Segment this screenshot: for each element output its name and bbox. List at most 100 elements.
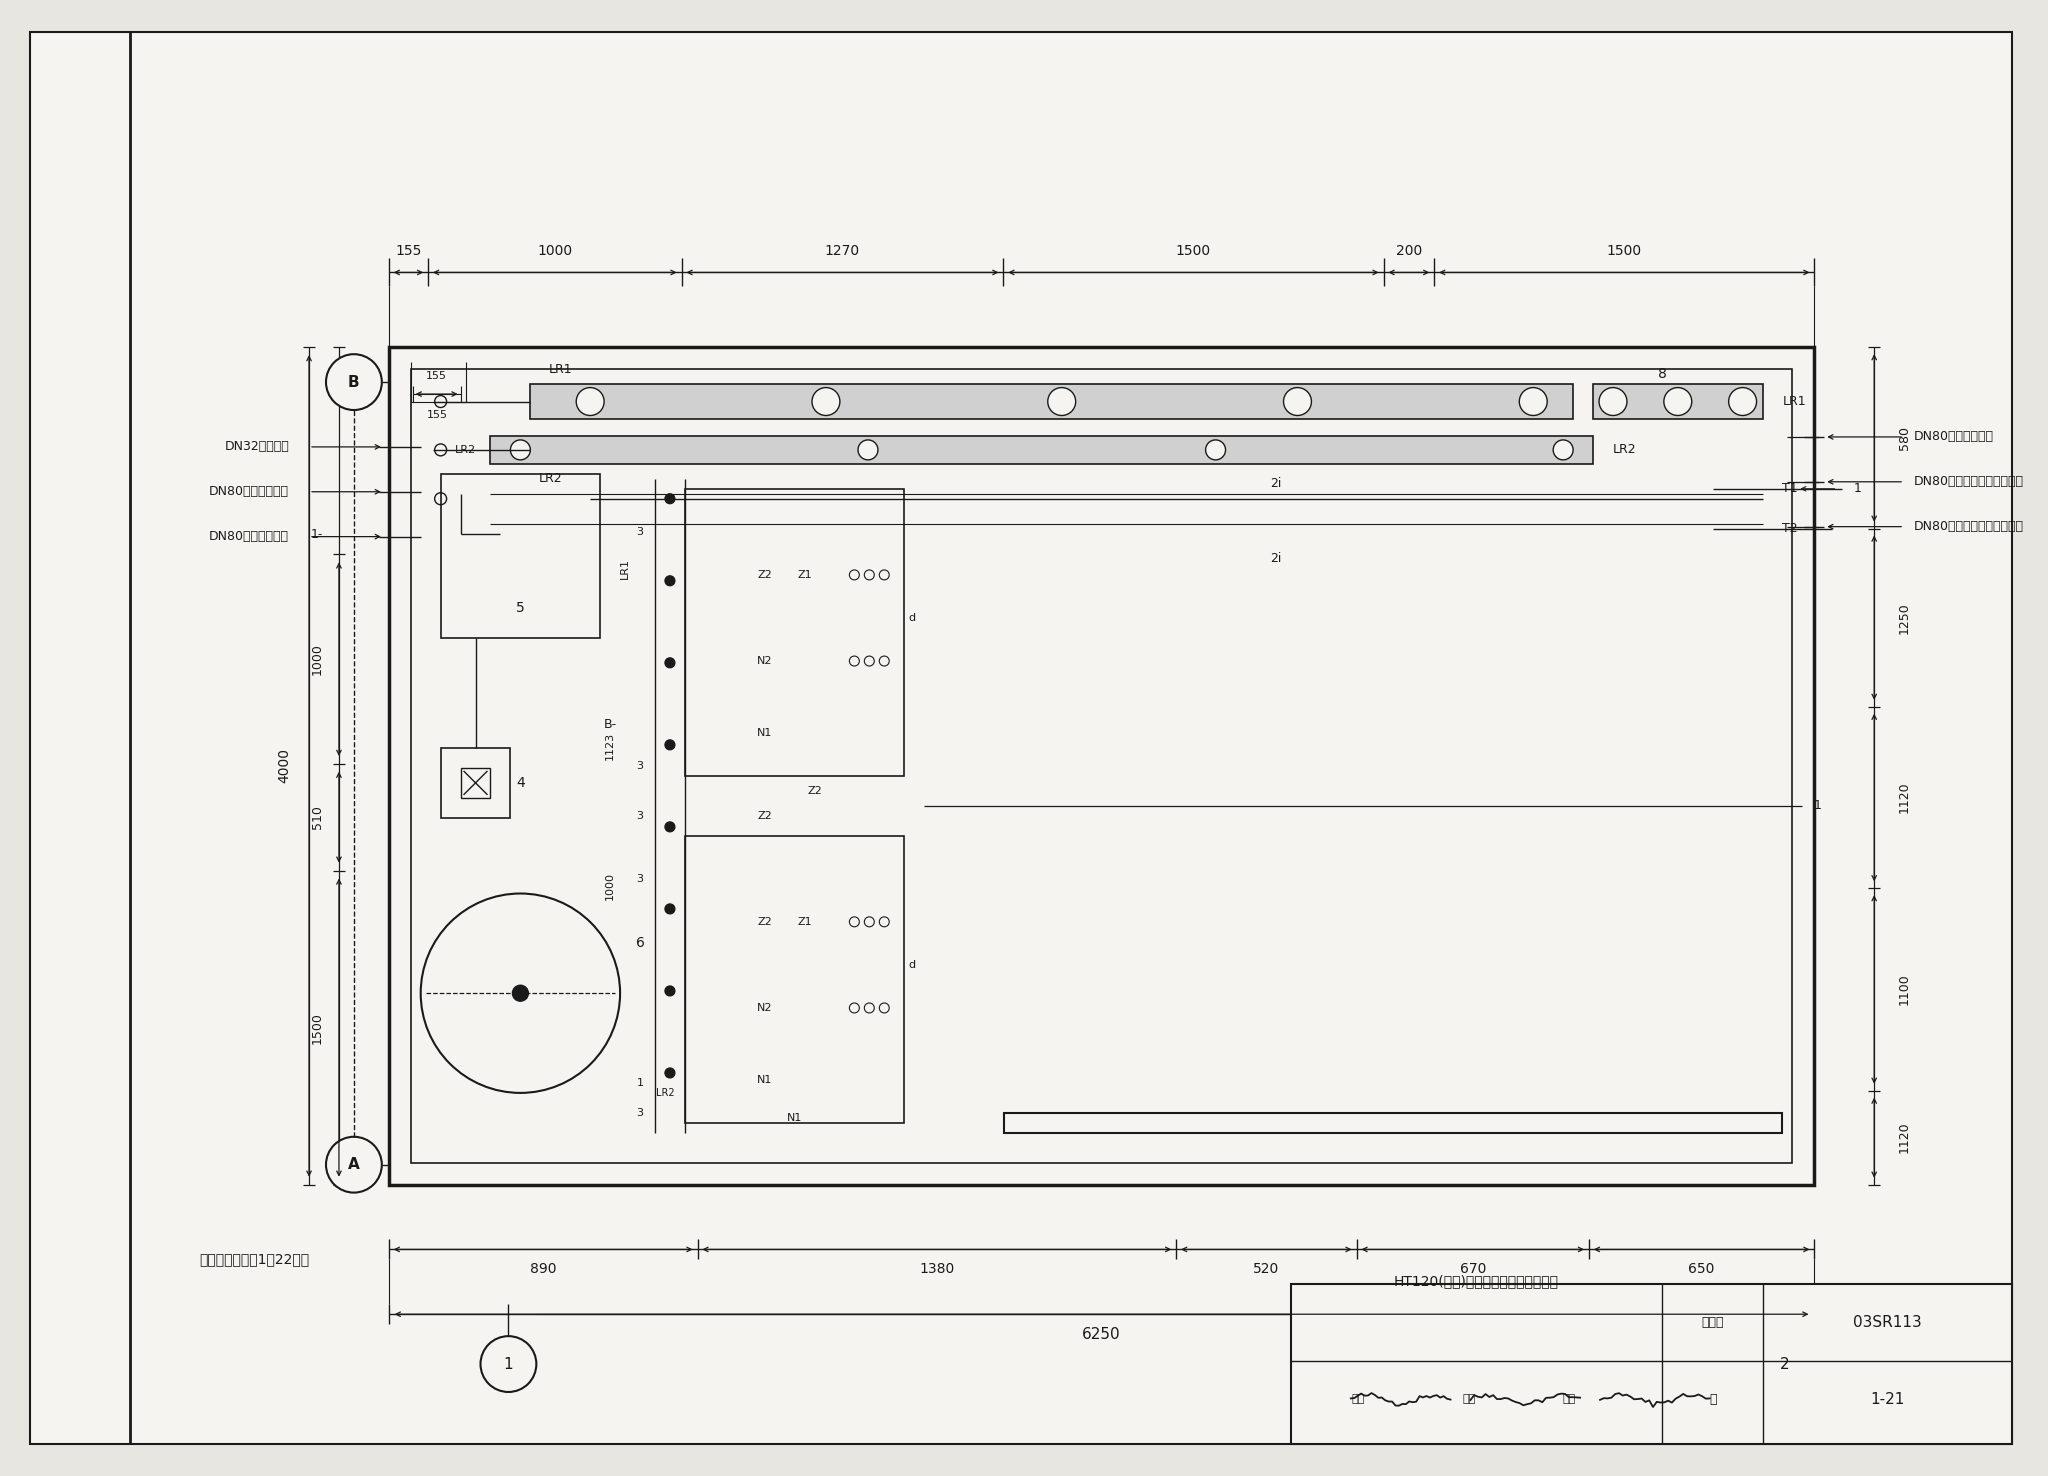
Circle shape (666, 903, 676, 914)
Circle shape (666, 576, 676, 586)
Circle shape (666, 1069, 676, 1077)
Text: 1: 1 (504, 1356, 514, 1371)
Text: Z2: Z2 (807, 785, 821, 796)
Text: 1380: 1380 (920, 1262, 954, 1277)
Text: 1120: 1120 (1898, 782, 1911, 813)
Text: 1123: 1123 (604, 732, 614, 760)
Circle shape (1520, 388, 1546, 416)
Circle shape (666, 986, 676, 996)
Text: LR2: LR2 (1614, 443, 1636, 456)
Bar (684, 489, 905, 776)
Text: 注：设备表见第1－22页。: 注：设备表见第1－22页。 (199, 1253, 309, 1266)
Text: 1000: 1000 (311, 644, 324, 675)
Text: 670: 670 (1460, 1262, 1487, 1277)
Circle shape (1049, 388, 1075, 416)
Text: DN80接末端供水管: DN80接末端供水管 (1915, 431, 1995, 443)
Text: 03SR113: 03SR113 (1853, 1315, 1921, 1330)
Text: d: d (909, 613, 915, 623)
Text: 155: 155 (395, 244, 422, 257)
Text: 520: 520 (1253, 1262, 1280, 1277)
Text: 2i: 2i (1270, 552, 1282, 565)
Text: d: d (909, 959, 915, 970)
Circle shape (326, 354, 381, 410)
Text: 510: 510 (311, 806, 324, 830)
Text: N2: N2 (758, 1004, 772, 1013)
Text: 1000: 1000 (604, 871, 614, 899)
Text: LR2: LR2 (455, 444, 475, 455)
Bar (440, 474, 600, 638)
Text: 8: 8 (1659, 368, 1667, 381)
Text: 6: 6 (635, 936, 645, 951)
Text: T1: T1 (1782, 483, 1798, 496)
Text: 1500: 1500 (1608, 244, 1642, 257)
Text: A: A (348, 1157, 360, 1172)
Text: Z2: Z2 (758, 810, 772, 821)
Text: B: B (348, 375, 360, 390)
Text: 2: 2 (1780, 1356, 1790, 1371)
Bar (440, 748, 510, 818)
Text: N1: N1 (758, 1075, 772, 1085)
Bar (412, 369, 1792, 1163)
Text: Z1: Z1 (797, 917, 811, 927)
Text: DN80接能量提升系统回水管: DN80接能量提升系统回水管 (1915, 520, 2023, 533)
Text: 3: 3 (637, 810, 643, 821)
Text: 1: 1 (637, 1077, 643, 1088)
Bar (412, 369, 1792, 1163)
Text: 1: 1 (1853, 483, 1862, 496)
Text: 1270: 1270 (825, 244, 860, 257)
Text: N1: N1 (758, 728, 772, 738)
Text: LR2: LR2 (539, 472, 561, 486)
Circle shape (666, 494, 676, 503)
Text: 1500: 1500 (311, 1011, 324, 1044)
Circle shape (1729, 388, 1757, 416)
Text: LR1: LR1 (621, 558, 631, 579)
Text: 审核: 审核 (1352, 1395, 1364, 1404)
Circle shape (1284, 388, 1311, 416)
Text: 页: 页 (1708, 1393, 1716, 1405)
Text: 1250: 1250 (1898, 602, 1911, 633)
Text: 1100: 1100 (1898, 974, 1911, 1005)
Text: 1500: 1500 (1176, 244, 1210, 257)
Circle shape (510, 440, 530, 461)
Text: Z2: Z2 (758, 917, 772, 927)
Text: HT120(二台)冷热源设备及管道平面图: HT120(二台)冷热源设备及管道平面图 (1395, 1274, 1559, 1289)
Text: 3: 3 (637, 874, 643, 884)
Circle shape (666, 822, 676, 832)
Circle shape (1663, 388, 1692, 416)
Text: DN80接末端供水管: DN80接末端供水管 (209, 486, 289, 499)
Text: 5: 5 (516, 601, 524, 615)
Text: LR1: LR1 (1782, 396, 1806, 407)
Text: 2i: 2i (1270, 477, 1282, 490)
Text: 4000: 4000 (276, 748, 291, 784)
Text: 155: 155 (428, 410, 449, 421)
Circle shape (1757, 1336, 1812, 1392)
Text: 890: 890 (530, 1262, 557, 1277)
Text: 3: 3 (637, 527, 643, 537)
Text: 155: 155 (426, 370, 446, 381)
Text: 650: 650 (1688, 1262, 1714, 1277)
Bar (1290, 1284, 2011, 1444)
Text: 设计: 设计 (1563, 1395, 1577, 1404)
Bar (461, 768, 489, 799)
Circle shape (326, 1137, 381, 1193)
Bar (389, 347, 1815, 1185)
Text: Z2: Z2 (758, 570, 772, 580)
Circle shape (666, 658, 676, 667)
Text: DN32接软水管: DN32接软水管 (225, 440, 289, 453)
Circle shape (1599, 388, 1626, 416)
Text: 校对: 校对 (1462, 1395, 1477, 1404)
Circle shape (811, 388, 840, 416)
Text: DN80接末端回水管: DN80接末端回水管 (209, 530, 289, 543)
Circle shape (858, 440, 879, 461)
Text: N2: N2 (758, 655, 772, 666)
Circle shape (512, 986, 528, 1001)
Bar (489, 435, 1593, 463)
Circle shape (575, 388, 604, 416)
Text: Z1: Z1 (797, 570, 811, 580)
Circle shape (481, 1336, 537, 1392)
Text: N1: N1 (786, 1113, 803, 1123)
Bar (684, 835, 905, 1123)
Text: LR1: LR1 (549, 363, 571, 375)
Text: 1-21: 1-21 (1870, 1392, 1905, 1407)
Text: 1000: 1000 (537, 244, 571, 257)
